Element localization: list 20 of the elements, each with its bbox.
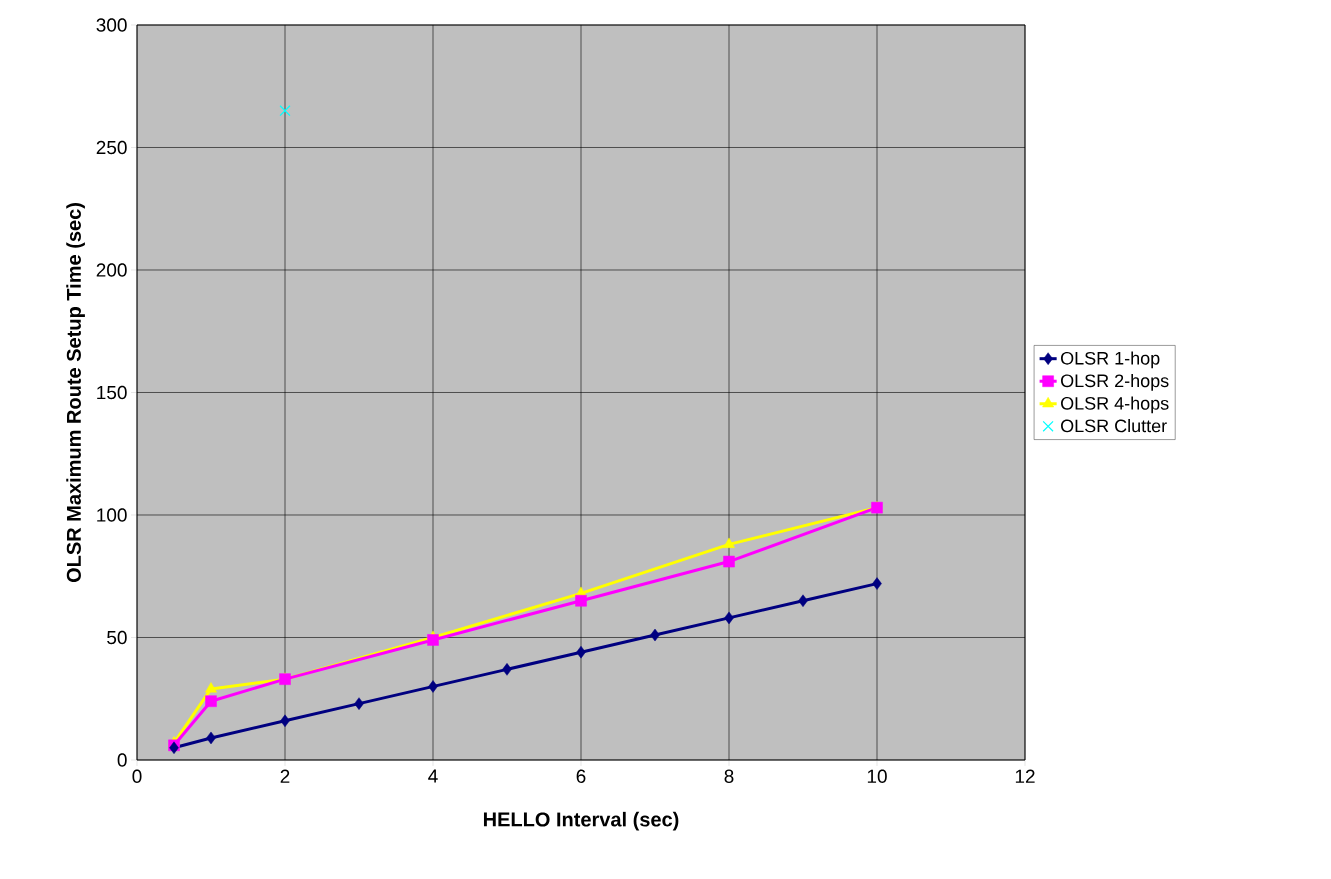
legend-label: OLSR 4-hops — [1061, 396, 1169, 414]
y-tick-label: 300 — [96, 18, 127, 32]
x-tick-label: 0 — [132, 769, 142, 783]
x-tick-label: 4 — [428, 769, 438, 783]
y-tick-label: 50 — [107, 630, 127, 645]
x-axis-title: HELLO Interval (sec) — [483, 811, 679, 831]
y-tick-label: 250 — [96, 140, 127, 155]
x-tick-label: 2 — [280, 769, 290, 783]
y-tick-label: 100 — [97, 508, 127, 522]
x-tick-label: 8 — [724, 769, 734, 783]
legend-label: OLSR 2-hops — [1061, 373, 1169, 391]
legend-label: OLSR Clutter — [1061, 419, 1167, 433]
y-tick-label: 200 — [96, 263, 127, 277]
x-tick-label: 6 — [576, 769, 586, 783]
y-axis-title: OLSR Maximum Route Setup Time (sec) — [66, 203, 85, 583]
y-tick-label: 0 — [117, 753, 127, 767]
x-tick-label: 10 — [867, 769, 887, 783]
x-tick-label: 12 — [1015, 769, 1035, 783]
y-tick-label: 150 — [97, 385, 127, 400]
legend-label: OLSR 1-hop — [1061, 351, 1160, 369]
